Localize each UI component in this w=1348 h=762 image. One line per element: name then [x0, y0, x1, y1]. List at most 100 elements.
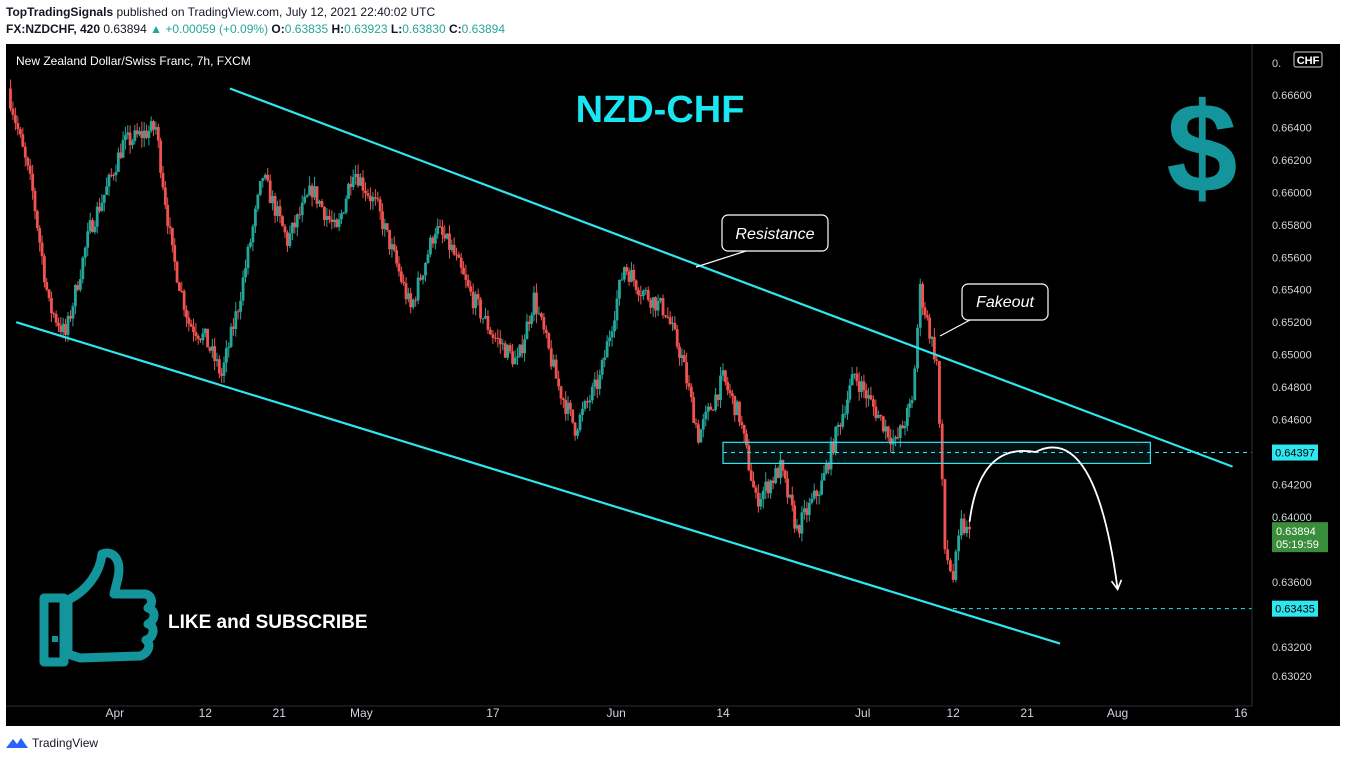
footer-brand: TradingView [32, 736, 99, 750]
candle-body [867, 395, 870, 399]
candle-body [59, 325, 63, 333]
last-price-badge [1272, 522, 1328, 553]
candle-body [815, 490, 819, 497]
currency-badge[interactable] [1293, 51, 1323, 68]
candle-body [98, 206, 101, 211]
y-tick-label: 0.66600 [1272, 90, 1312, 102]
candle-body [696, 424, 700, 443]
candle-body [464, 274, 468, 280]
candle-body [421, 275, 425, 280]
candle-body [168, 226, 172, 228]
candle-body [378, 199, 382, 212]
candle-body [361, 177, 365, 191]
candle-body [210, 346, 214, 351]
candle-body [124, 135, 127, 141]
candle-body [152, 121, 155, 130]
candle-body [52, 313, 56, 315]
candle-body [786, 478, 789, 498]
candle-body [839, 424, 842, 427]
channel-upper-line[interactable] [229, 87, 1233, 468]
candle-body [93, 226, 97, 233]
publisher-name[interactable]: TopTradingSignals [6, 5, 114, 19]
candle-body [441, 226, 444, 235]
candle-body [571, 409, 575, 423]
candle-body [224, 348, 228, 363]
candle-body [610, 331, 614, 338]
candle-body [874, 406, 878, 419]
fakeout-label: Fakeout [976, 294, 1034, 311]
candle-body [738, 401, 741, 422]
candle-body [234, 311, 238, 329]
candle-body [42, 256, 46, 283]
candle-body [203, 328, 207, 334]
candle-body [704, 411, 708, 420]
candle-body [23, 146, 27, 158]
candle-body [654, 297, 658, 311]
candle-body [857, 381, 861, 392]
low-value: 0.63830 [402, 22, 446, 36]
candle-body [549, 348, 553, 367]
candle-body [107, 174, 111, 187]
candle-body [511, 351, 515, 365]
candle-body [471, 291, 475, 309]
candle-body [913, 368, 917, 401]
candle-body [639, 295, 643, 297]
candle-body [513, 357, 517, 365]
cta-label: LIKE and SUBSCRIBE [168, 612, 368, 633]
candle-body [846, 399, 849, 414]
candle-body [244, 268, 247, 278]
candle-body [910, 400, 914, 404]
candle-body [390, 244, 394, 250]
candle-body [962, 518, 966, 534]
candle-body [359, 177, 362, 186]
y-tick-label: 0.66400 [1272, 122, 1312, 134]
footer[interactable]: TradingView [6, 736, 98, 750]
y-tick-label: 0.64000 [1272, 512, 1312, 524]
candle-body [105, 186, 109, 195]
candle-body [392, 244, 396, 251]
y-tick-label: 0. [1272, 58, 1281, 70]
chart-area[interactable]: 0.66600 0.66400 0.66200 0.66000 0.65800 0.656… [6, 44, 1340, 726]
candle-body [369, 195, 372, 202]
candle-body [21, 134, 25, 147]
chart-canvas[interactable]: 0.66600 0.66400 0.66200 0.66000 0.65800 0.656… [6, 44, 1340, 726]
candle-body [402, 281, 406, 284]
y-tick-label: 0.63020 [1272, 671, 1312, 683]
candle-body [173, 245, 177, 262]
candle-body [788, 494, 792, 498]
candle-body [71, 306, 75, 319]
x-tick-label: 21 [1020, 706, 1034, 720]
candle-body [544, 329, 548, 334]
level-badge-lower [1272, 600, 1318, 617]
axes-layer: 0.66600 0.66400 0.66200 0.66000 0.65800 0.656… [6, 44, 1328, 720]
resistance-label: Resistance [735, 226, 814, 243]
projection-arrow[interactable] [968, 446, 1123, 591]
candle-body [448, 233, 451, 250]
candle-body [682, 355, 686, 363]
candle-body [547, 333, 551, 349]
candle-body [61, 323, 65, 333]
candle-body [774, 468, 778, 484]
y-tick-label: 0.65000 [1272, 350, 1312, 362]
candle-body [829, 442, 833, 470]
candle-body [759, 499, 763, 507]
candle-body [891, 439, 895, 445]
candle-body [11, 108, 15, 115]
candle-body [484, 316, 487, 319]
instrument-label: New Zealand Dollar/Swiss Franc, 7h, FXCM [16, 54, 251, 68]
channel-lower-line[interactable] [15, 321, 1061, 645]
candle-body [742, 425, 746, 434]
candle-body [236, 311, 240, 313]
candle-body [249, 242, 252, 247]
candle-body [33, 190, 37, 212]
candle-body [783, 470, 787, 479]
candle-body [537, 313, 541, 315]
candle-body [576, 430, 579, 436]
candle-body [530, 315, 534, 324]
candle-body [656, 300, 660, 311]
candle-body [397, 263, 401, 272]
candle-body [678, 346, 681, 359]
fakeout-callout: Fakeout [939, 283, 1049, 337]
candle-body [735, 401, 739, 416]
x-tick-label: 17 [486, 706, 500, 720]
